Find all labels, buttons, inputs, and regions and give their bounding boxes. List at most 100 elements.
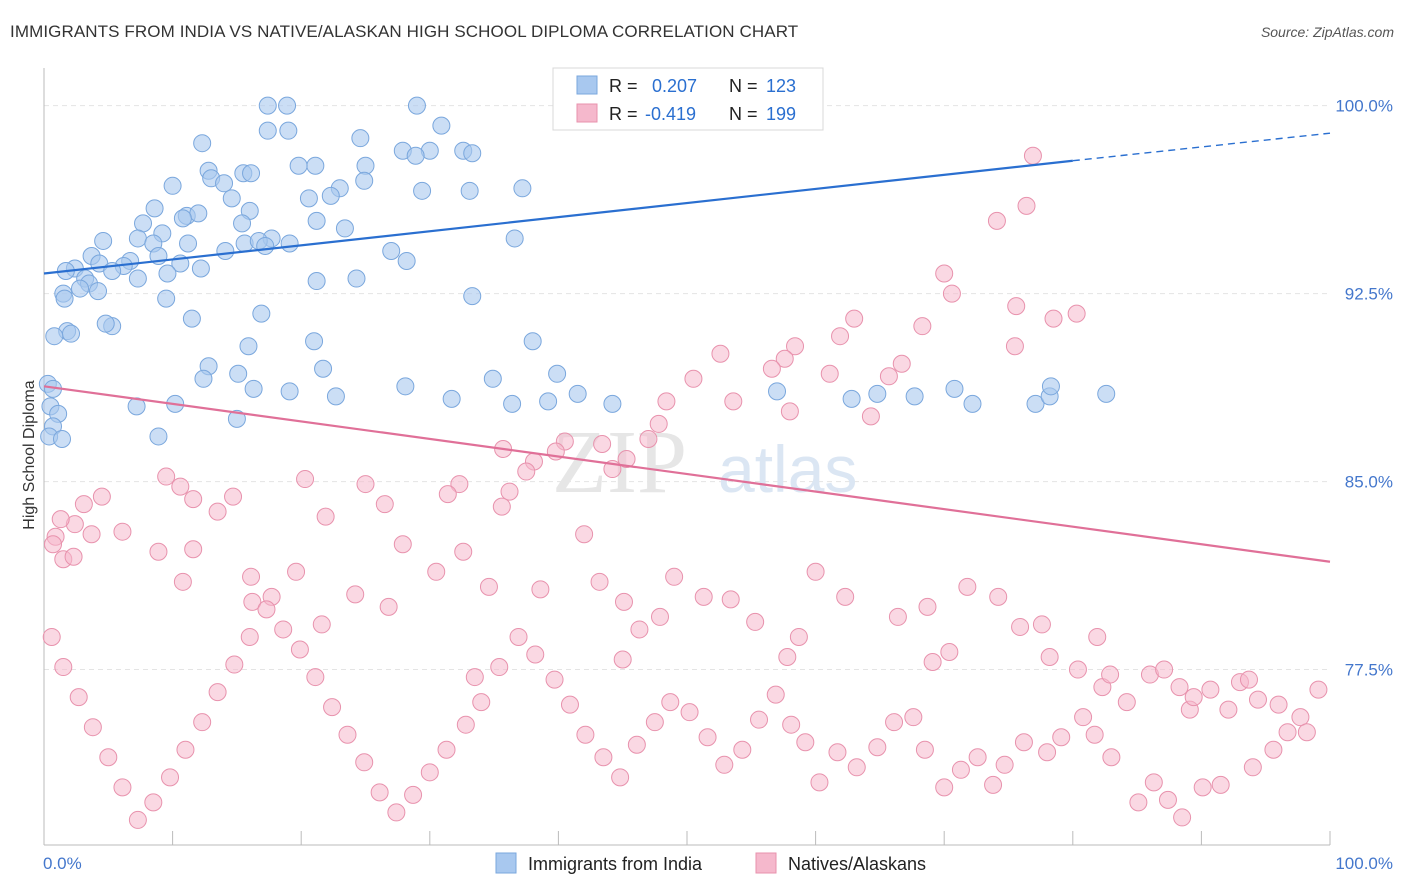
native-point [746, 612, 765, 631]
native-point [627, 735, 646, 754]
india-point [94, 231, 113, 250]
india-point [163, 176, 182, 195]
native-point [290, 640, 309, 659]
india-point [355, 171, 374, 190]
native-point [1170, 678, 1189, 697]
native-point [820, 364, 839, 383]
bottom-legend-label-india: Immigrants from India [528, 854, 703, 874]
native-point [828, 743, 847, 762]
axes [43, 68, 1331, 846]
native-point [831, 327, 850, 346]
native-point [517, 462, 536, 481]
native-point [989, 587, 1008, 606]
native-point [786, 337, 805, 356]
native-point [1017, 196, 1036, 215]
india-point [179, 234, 198, 253]
india-point [239, 337, 258, 356]
native-point [879, 367, 898, 386]
native-point [1117, 693, 1136, 712]
india-point [305, 332, 324, 351]
native-point [1040, 648, 1059, 667]
native-point [665, 567, 684, 586]
india-point [280, 234, 299, 253]
india-point [258, 96, 277, 115]
native-point [1007, 297, 1026, 316]
legend-box [552, 67, 824, 131]
india-point [432, 116, 451, 135]
native-point [913, 317, 932, 336]
native-point [657, 392, 676, 411]
native-point [1155, 660, 1174, 679]
india-point [463, 144, 482, 163]
native-point [375, 495, 394, 514]
india-point [568, 384, 587, 403]
native-point [1193, 778, 1212, 797]
native-point [698, 728, 717, 747]
native-point [1173, 808, 1192, 827]
native-point [715, 755, 734, 774]
india-point [173, 209, 192, 228]
india-trend-extension [1072, 132, 1331, 162]
legend-r-label-native: R = [609, 104, 638, 124]
native-point [613, 650, 632, 669]
india-points [38, 96, 1116, 448]
native-point [1201, 680, 1220, 699]
india-point [193, 134, 212, 153]
native-point [575, 525, 594, 544]
india-point [244, 379, 263, 398]
india-point [278, 96, 297, 115]
native-point [1068, 660, 1087, 679]
india-point [460, 181, 479, 200]
india-point [321, 186, 340, 205]
native-point [128, 810, 147, 829]
native-point [1032, 615, 1051, 634]
native-point [576, 725, 595, 744]
native-point [176, 740, 195, 759]
native-point [915, 740, 934, 759]
native-point [593, 434, 612, 453]
native-point [531, 580, 550, 599]
native-point [1088, 627, 1107, 646]
india-point [289, 156, 308, 175]
native-point [157, 467, 176, 486]
native-point [942, 284, 961, 303]
india-point [523, 332, 542, 351]
native-point [1085, 725, 1104, 744]
native-point [987, 211, 1006, 230]
native-point [645, 713, 664, 732]
native-point [796, 733, 815, 752]
y-axis-label: High School Diploma [21, 380, 38, 530]
native-point [1011, 617, 1030, 636]
native-point [113, 778, 132, 797]
india-point [191, 259, 210, 278]
native-point [454, 542, 473, 561]
india-point [603, 394, 622, 413]
native-point [1014, 733, 1033, 752]
native-point [54, 658, 73, 677]
native-point [184, 540, 203, 559]
native-point [789, 627, 808, 646]
india-point [905, 387, 924, 406]
native-point [438, 485, 457, 504]
india-point [945, 379, 964, 398]
native-point [92, 487, 111, 506]
x-tick-label-min: 0.0% [43, 854, 82, 873]
india-point [279, 121, 298, 140]
native-point [69, 688, 88, 707]
native-point [836, 587, 855, 606]
native-point [346, 585, 365, 604]
native-points [42, 146, 1328, 829]
native-point [630, 620, 649, 639]
india-point [62, 324, 81, 343]
india-point [256, 236, 275, 255]
native-point [951, 760, 970, 779]
native-point [684, 369, 703, 388]
native-point [1005, 337, 1024, 356]
native-point [492, 497, 511, 516]
native-point [472, 693, 491, 712]
native-trend-line [43, 385, 1331, 563]
india-point [463, 287, 482, 306]
native-point [1309, 680, 1328, 699]
native-point [782, 715, 801, 734]
